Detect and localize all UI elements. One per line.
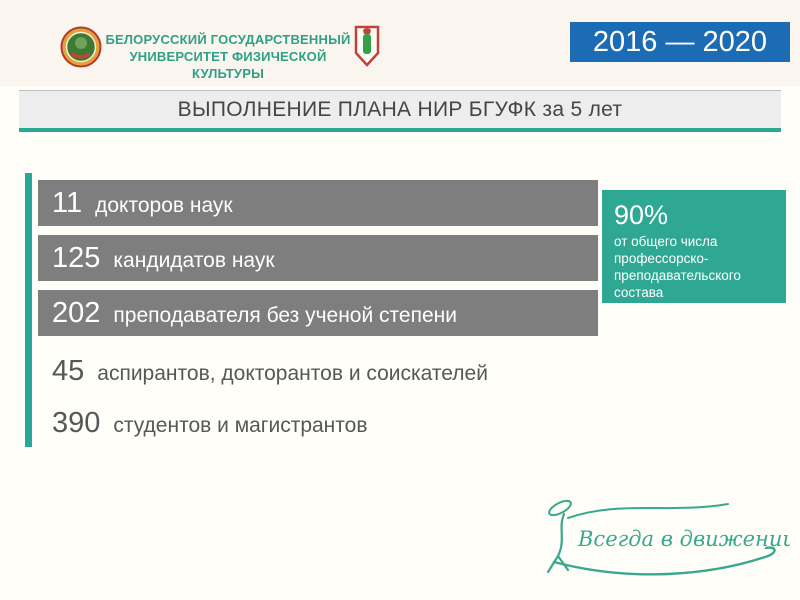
left-accent-bar (25, 173, 32, 447)
slogan-figure-icon (546, 499, 572, 574)
callout-value: 90% (614, 200, 669, 230)
stat-label: кандидатов наук (113, 249, 275, 272)
stat-value: 45 (52, 355, 85, 387)
stat-value: 125 (52, 242, 101, 274)
stat-value: 202 (52, 297, 101, 329)
slogan-text: Всегда в движении... (577, 527, 790, 551)
university-name-line1: БЕЛОРУССКИЙ ГОСУДАРСТВЕННЫЙ (105, 32, 351, 47)
stat-label: аспирантов, докторантов и соискателей (97, 362, 488, 385)
stat-row-candidates: 125 кандидатов наук (38, 235, 598, 281)
slogan-signature: Всегда в движении... (520, 492, 800, 584)
stat-label: докторов наук (95, 194, 233, 217)
stat-row-aspirants: 45 аспирантов, докторантов и соискателей (38, 348, 488, 394)
stat-row-students: 390 студентов и магистрантов (38, 400, 368, 446)
page-title: ВЫПОЛНЕНИЕ ПЛАНА НИР БГУФК за 5 лет (177, 97, 623, 121)
period-badge: 2016 — 2020 (570, 22, 790, 62)
stat-label: студентов и магистрантов (113, 414, 368, 437)
title-underline (19, 128, 781, 132)
stat-value: 11 (52, 187, 83, 219)
header-strip: БЕЛОРУССКИЙ ГОСУДАРСТВЕННЫЙ УНИВЕРСИТЕТ … (0, 0, 800, 86)
faculty-crest-icon (354, 25, 380, 67)
stat-label: преподавателя без ученой степени (113, 304, 457, 327)
percentage-callout: 90% от общего числа профессорско-препода… (602, 190, 786, 303)
period-label: 2016 — 2020 (592, 25, 768, 58)
stat-row-doctors: 11 докторов наук (38, 180, 598, 226)
slogan-top-swash (567, 503, 729, 519)
title-strip: ВЫПОЛНЕНИЕ ПЛАНА НИР БГУФК за 5 лет (19, 90, 781, 128)
callout-caption: от общего числа профессорско-преподавате… (614, 234, 741, 300)
stat-row-teachers: 202 преподавателя без ученой степени (38, 290, 598, 336)
university-name: БЕЛОРУССКИЙ ГОСУДАРСТВЕННЫЙ УНИВЕРСИТЕТ … (103, 31, 353, 82)
university-name-line2: УНИВЕРСИТЕТ ФИЗИЧЕСКОЙ КУЛЬТУРЫ (129, 49, 327, 81)
university-emblem-icon (60, 26, 102, 68)
slogan-bottom-swash (552, 546, 776, 576)
stat-value: 390 (52, 407, 101, 439)
